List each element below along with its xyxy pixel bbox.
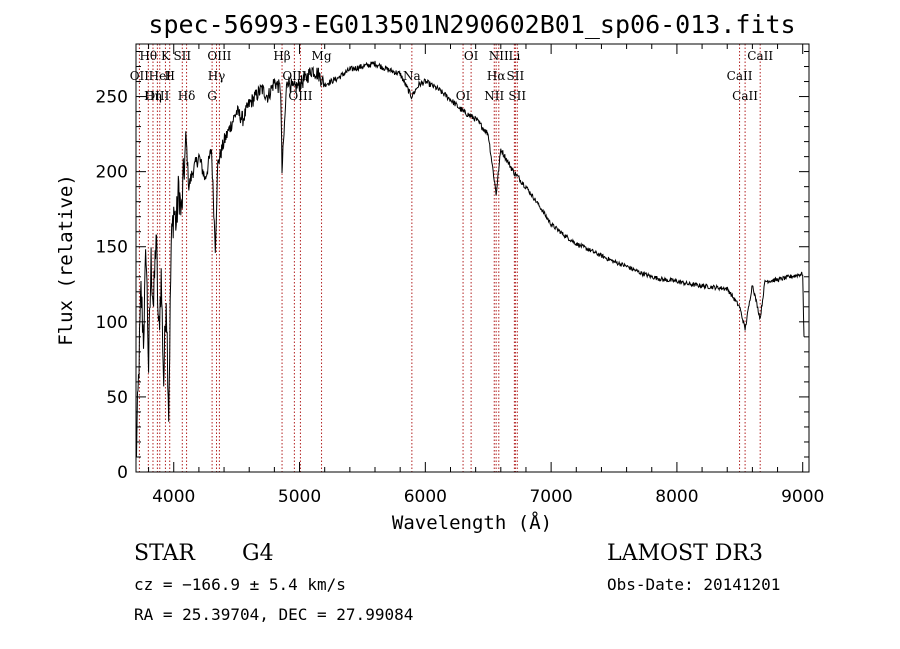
spectral-line-label: OIII — [288, 89, 312, 103]
spectral-line-label: SII — [507, 69, 525, 83]
spectral-line-label: K — [161, 49, 171, 63]
spectral-line-label: CaII — [747, 49, 773, 63]
y-tick-label: 150 — [96, 238, 128, 258]
y-tick-label: 100 — [96, 313, 128, 333]
spectral-line-label: Hθ — [139, 49, 157, 63]
x-axis-ticks: 4000 5000 6000 7000 8000 9000 — [148, 44, 824, 507]
spectral-line-label: OI — [456, 89, 471, 103]
x-tick-label: 6000 — [404, 487, 447, 507]
y-tick-label: 250 — [96, 88, 128, 108]
spectral-line-label: Hη — [144, 89, 162, 103]
spectral-line-label: H — [164, 69, 174, 83]
spectral-line-markers — [138, 44, 761, 472]
spectral-line-label: Mg — [312, 49, 332, 63]
object-class: STAR — [134, 541, 196, 566]
spectrum-series-line — [135, 60, 805, 458]
spectral-line-label: NII — [484, 89, 504, 103]
spectral-line-label: Na — [403, 69, 421, 83]
spectral-line-label: OIII — [207, 49, 231, 63]
spectral-line-label: Li — [508, 49, 520, 63]
spectral-line-label: CaII — [732, 89, 758, 103]
spectral-line-label: Hβ — [273, 49, 290, 63]
spectral-line-label: Hγ — [208, 69, 226, 83]
survey-name: LAMOST DR3 — [607, 541, 763, 566]
spectral-line-label: CaII — [727, 69, 753, 83]
x-tick-label: 7000 — [529, 487, 572, 507]
spectral-line-label: OI — [464, 49, 479, 63]
x-axis-label: Wavelength (Å) — [392, 511, 552, 534]
x-tick-label: 9000 — [781, 487, 824, 507]
spectral-line-label: HeI — [149, 69, 172, 83]
spectral-line-label: NII — [489, 49, 509, 63]
chart-title: spec-56993-EG013501N290602B01_sp06-013.f… — [148, 10, 795, 39]
y-tick-label: 50 — [106, 388, 128, 408]
object-subclass: G4 — [242, 541, 274, 566]
spectral-line-label: Hα — [487, 69, 506, 83]
observation-date: Obs-Date: 20141201 — [607, 575, 780, 594]
x-tick-label: 5000 — [278, 487, 321, 507]
spectral-line-label: Hδ — [178, 89, 196, 103]
x-tick-label: 8000 — [655, 487, 698, 507]
spectral-line-label: OIII — [145, 89, 169, 103]
y-axis-label: Flux (relative) — [55, 174, 77, 346]
redshift-velocity: cz = −166.9 ± 5.4 km/s — [134, 575, 346, 594]
plot-frame — [135, 43, 810, 473]
spectral-line-labels: HθOIIOIIIKHeIHηSIIHHδOIIIHγGHβOIIIOIIIMg… — [130, 49, 774, 103]
y-tick-label: 200 — [96, 163, 128, 183]
spectral-line-label: OII — [130, 69, 150, 83]
coordinates: RA = 25.39704, DEC = 27.99084 — [134, 605, 413, 624]
spectral-line-label: SII — [173, 49, 191, 63]
spectral-line-label: G — [207, 89, 217, 103]
y-tick-label: 0 — [117, 463, 128, 483]
x-tick-label: 4000 — [152, 487, 195, 507]
y-axis-ticks: 0 50 100 150 200 250 — [96, 51, 809, 483]
spectral-line-label: SII — [508, 89, 526, 103]
